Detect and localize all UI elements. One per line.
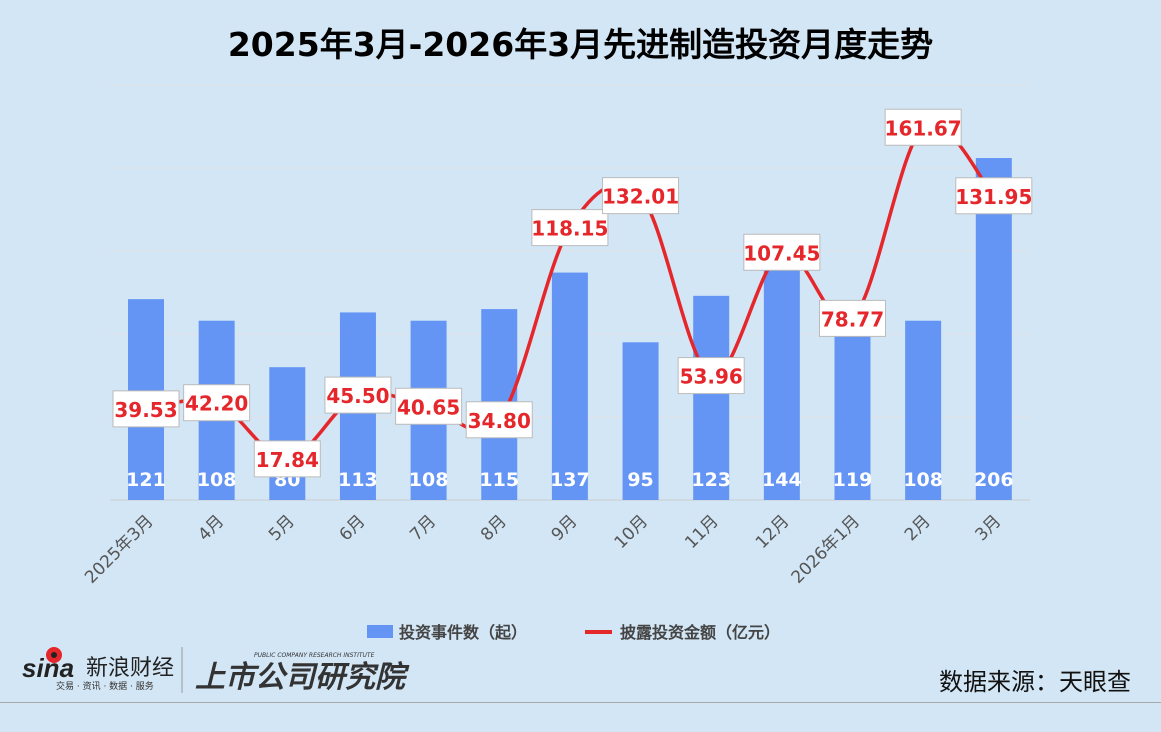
legend-bar-swatch	[367, 625, 393, 638]
svg-text:上市公司研究院: 上市公司研究院	[195, 660, 410, 695]
bar-value-label: 108	[197, 469, 237, 491]
x-tick-label: 5月	[265, 511, 299, 545]
x-tick-label: 8月	[477, 511, 511, 545]
line-value-box	[531, 209, 609, 247]
bar-value-label: 108	[903, 469, 943, 491]
line-value-box	[112, 390, 180, 428]
bar	[269, 367, 306, 500]
x-tick-label: 2025年3月	[81, 511, 157, 587]
chart-title: 2025年3月-2026年3月先进制造投资月度走势	[227, 25, 934, 64]
line-value-label: 132.01	[602, 185, 679, 209]
line-value-box	[324, 376, 392, 414]
bar-value-label: 137	[550, 469, 590, 491]
legend-bar-label: 投资事件数（起）	[399, 623, 527, 642]
bar	[622, 342, 659, 500]
x-tick-label: 4月	[194, 511, 228, 545]
x-tick-label: 9月	[548, 511, 582, 545]
bar-value-label: 115	[479, 469, 519, 491]
bar	[905, 320, 942, 500]
svg-text:新浪财经: 新浪财经	[86, 656, 174, 681]
line-value-label: 39.53	[114, 398, 177, 422]
line-value-box	[819, 299, 886, 337]
bar-value-label: 121	[126, 469, 166, 491]
x-tick-label: 2026年1月	[788, 511, 864, 587]
bar-value-label: 108	[409, 469, 449, 491]
line-value-label: 34.80	[468, 409, 531, 433]
bar-value-label: 119	[833, 469, 873, 491]
x-tick-label: 12月	[752, 511, 793, 552]
line-value-box	[743, 233, 821, 271]
data-source: 数据来源：天眼查	[939, 668, 1131, 696]
line-value-label: 45.50	[326, 384, 389, 408]
bar-value-label: 113	[338, 469, 378, 491]
line-value-box	[253, 440, 321, 478]
line-value-box	[955, 177, 1033, 215]
bar-value-label: 95	[627, 469, 653, 491]
x-tick-label: 10月	[611, 511, 652, 552]
line-value-box	[602, 177, 680, 215]
line-value-label: 78.77	[821, 307, 884, 331]
line-value-box	[677, 357, 745, 395]
line-value-box	[465, 401, 533, 439]
sina-finance-logo: sina 新浪财经 交易 · 资讯 · 数据 · 服务 PUBLIC COMPA…	[20, 645, 440, 699]
line-value-label: 118.15	[531, 217, 608, 241]
bar	[551, 272, 588, 500]
line-value-label: 42.20	[185, 392, 248, 416]
line-value-label: 53.96	[680, 365, 743, 389]
line-value-label: 131.95	[955, 185, 1032, 209]
line-value-box	[395, 387, 463, 425]
bar-value-label: 206	[974, 469, 1014, 491]
x-tick-label: 6月	[336, 511, 370, 545]
bar-value-label: 144	[762, 469, 802, 491]
logo-graphic: sina 新浪财经 交易 · 资讯 · 数据 · 服务 PUBLIC COMPA…	[22, 647, 410, 695]
line-value-box	[183, 384, 251, 422]
line-value-box	[884, 108, 962, 146]
svg-text:PUBLIC COMPANY RESEARCH INSTIT: PUBLIC COMPANY RESEARCH INSTITUTE	[254, 652, 375, 659]
line-value-label: 161.67	[885, 116, 962, 140]
x-tick-label: 3月	[972, 511, 1006, 545]
bar-value-label: 123	[691, 469, 731, 491]
bar	[693, 295, 730, 500]
x-tick-label: 7月	[406, 511, 440, 545]
x-tick-label: 2月	[901, 511, 935, 545]
bar	[763, 260, 800, 500]
line-value-label: 17.84	[256, 448, 319, 472]
legend-line-label: 披露投资金额（亿元）	[620, 623, 780, 642]
line-value-label: 40.65	[397, 395, 460, 419]
svg-text:sina: sina	[22, 653, 74, 683]
x-tick-label: 11月	[681, 511, 722, 552]
line-value-label: 107.45	[743, 241, 820, 265]
bar	[975, 158, 1012, 501]
divider	[0, 702, 1161, 703]
svg-text:交易 · 资讯 · 数据 · 服务: 交易 · 资讯 · 数据 · 服务	[56, 680, 154, 692]
